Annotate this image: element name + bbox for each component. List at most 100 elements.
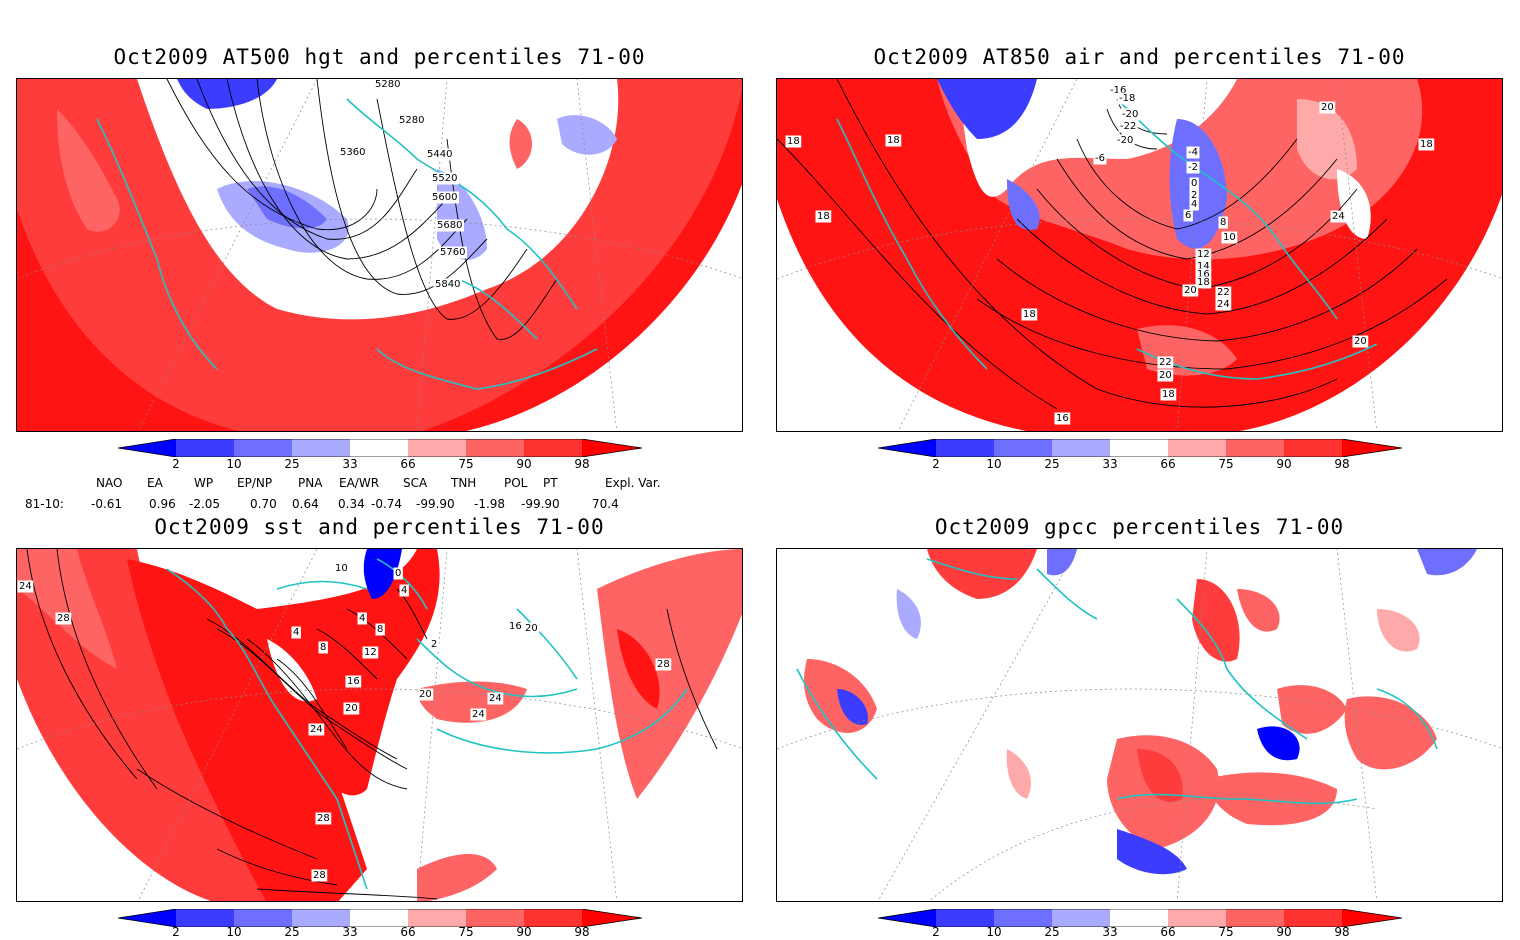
tc-header: POL	[504, 476, 528, 490]
tc-header: EP/NP	[237, 476, 273, 490]
colorbar-label: 90	[1276, 925, 1292, 939]
map-gpcc	[777, 549, 1502, 901]
contour-label: 16	[509, 621, 522, 632]
contour-label: 5520	[432, 173, 457, 184]
colorbar-label: 2	[932, 925, 940, 939]
contour-label: 20	[1354, 336, 1367, 347]
colorbar-label: 33	[342, 925, 358, 939]
contour-label: 0	[395, 568, 401, 579]
contour-label: 20	[1321, 102, 1334, 113]
colorbar-label: 90	[516, 457, 532, 471]
tc-value: -99.90	[521, 497, 560, 511]
contour-label: 20	[525, 623, 538, 634]
colorbar-label: 2	[172, 457, 180, 471]
tc-header: EA/WR	[339, 476, 380, 490]
tc-value: 0.34	[338, 497, 365, 511]
contour-label: 20	[1184, 285, 1197, 296]
contour-label: -22	[1120, 121, 1136, 132]
contour-label: 20	[1159, 370, 1172, 381]
tc-header: NAO	[96, 476, 123, 490]
contour-label: 28	[313, 870, 326, 881]
colorbar-label: 33	[1102, 925, 1118, 939]
contour-label: -2	[1188, 162, 1198, 173]
contour-label: 4	[401, 585, 407, 596]
tc-header: PNA	[298, 476, 323, 490]
colorbar-label: 25	[284, 925, 300, 939]
contour-label: 2	[431, 639, 437, 650]
colorbar-label: 90	[1276, 457, 1292, 471]
contour-label: 20	[419, 689, 432, 700]
colorbar-label: 75	[1218, 457, 1234, 471]
contour-label: 24	[19, 581, 32, 592]
contour-label: 28	[317, 813, 330, 824]
contour-label: 4	[359, 613, 365, 624]
colorbar-swatches	[877, 908, 1403, 928]
colorbar-label: 33	[1102, 457, 1118, 471]
contour-label: 5280	[399, 115, 424, 126]
contour-label: 24	[310, 724, 323, 735]
contour-labels-850air: 18 18 18 18 -16 -18 -20 -22 -20 -6 -4 -2…	[785, 84, 1435, 425]
contour-label: 4	[1191, 199, 1197, 210]
contour-labels-500hgt: 5280 5280 5360 5440 5520 5600 5680 5760 …	[338, 79, 467, 291]
colorbar-swatches	[117, 438, 643, 458]
contour-label: 24	[1332, 211, 1345, 222]
tc-value: 70.4	[592, 497, 619, 511]
tc-value: -2.05	[189, 497, 221, 511]
tc-value: 0.64	[292, 497, 319, 511]
colorbar-label: 66	[1160, 457, 1176, 471]
contour-label: 4	[293, 627, 299, 638]
contour-label: 5760	[440, 247, 465, 258]
contour-label: 8	[1220, 217, 1226, 228]
colorbar-label: 10	[226, 925, 242, 939]
tc-header: Expl. Var.	[605, 476, 661, 490]
tc-header: TNH	[451, 476, 477, 490]
panel3-title: Oct2009 sst and percentiles 71-00	[154, 515, 605, 539]
tc-value: 0.96	[149, 497, 176, 511]
contour-label: 10	[1223, 232, 1236, 243]
tc-value: 0.70	[250, 497, 277, 511]
colorbar-panel2: 2 10 25 33 66 75 90 98	[877, 438, 1403, 473]
contour-label: 18	[817, 211, 830, 222]
colorbar-label: 33	[342, 457, 358, 471]
contour-label: -20	[1122, 109, 1138, 120]
contour-label: 5600	[432, 192, 457, 203]
tc-value: -99.90	[416, 497, 455, 511]
contour-label: 14	[1197, 261, 1210, 272]
contour-label: 8	[320, 642, 326, 653]
tc-value: -0.61	[91, 497, 123, 511]
colorbar-swatches	[117, 908, 643, 928]
contour-label: 5440	[427, 149, 452, 160]
colorbar-label: 2	[172, 925, 180, 939]
colorbar-label: 98	[574, 457, 590, 471]
panel4-title: Oct2009 gpcc percentiles 71-00	[934, 515, 1345, 539]
contour-label: 16	[1197, 269, 1210, 280]
contour-label: 22	[1217, 287, 1230, 298]
contour-label: 24	[1217, 299, 1230, 310]
contour-label: -16	[1110, 85, 1126, 96]
contour-label: 28	[57, 613, 70, 624]
contour-labels-sst: 24 28 10 0 4 4 8 8 4 12 16 20 24 28 28 2…	[17, 562, 672, 882]
colorbar-label: 66	[400, 925, 416, 939]
map-panel-sst: 24 28 10 0 4 4 8 8 4 12 16 20 24 28 28 2…	[16, 548, 743, 902]
contour-label: 18	[1197, 277, 1210, 288]
contour-label: -6	[1095, 153, 1105, 164]
tc-value: -1.98	[474, 497, 506, 511]
colorbar-label: 75	[1218, 925, 1234, 939]
colorbar-label: 66	[400, 457, 416, 471]
contour-label: 24	[489, 693, 502, 704]
contour-label: 0	[1191, 178, 1197, 189]
map-850air: 18 18 18 18 -16 -18 -20 -22 -20 -6 -4 -2…	[777, 79, 1502, 431]
contour-label: 6	[1185, 210, 1191, 221]
contour-label: 5280	[375, 79, 400, 90]
colorbar-label: 98	[1334, 457, 1350, 471]
colorbar-label: 10	[986, 925, 1002, 939]
colorbar-panel3: 2 10 25 33 66 75 90 98	[117, 908, 643, 939]
map-panel-500hgt: 5280 5280 5360 5440 5520 5600 5680 5760 …	[16, 78, 743, 432]
tc-header: EA	[147, 476, 163, 490]
contour-label: -20	[1117, 135, 1133, 146]
contour-label: 5840	[435, 279, 460, 290]
tc-row-label: 81-10:	[25, 497, 64, 511]
contour-label: 28	[657, 659, 670, 670]
contour-label: -4	[1188, 147, 1198, 158]
contour-label: 8	[377, 624, 383, 635]
